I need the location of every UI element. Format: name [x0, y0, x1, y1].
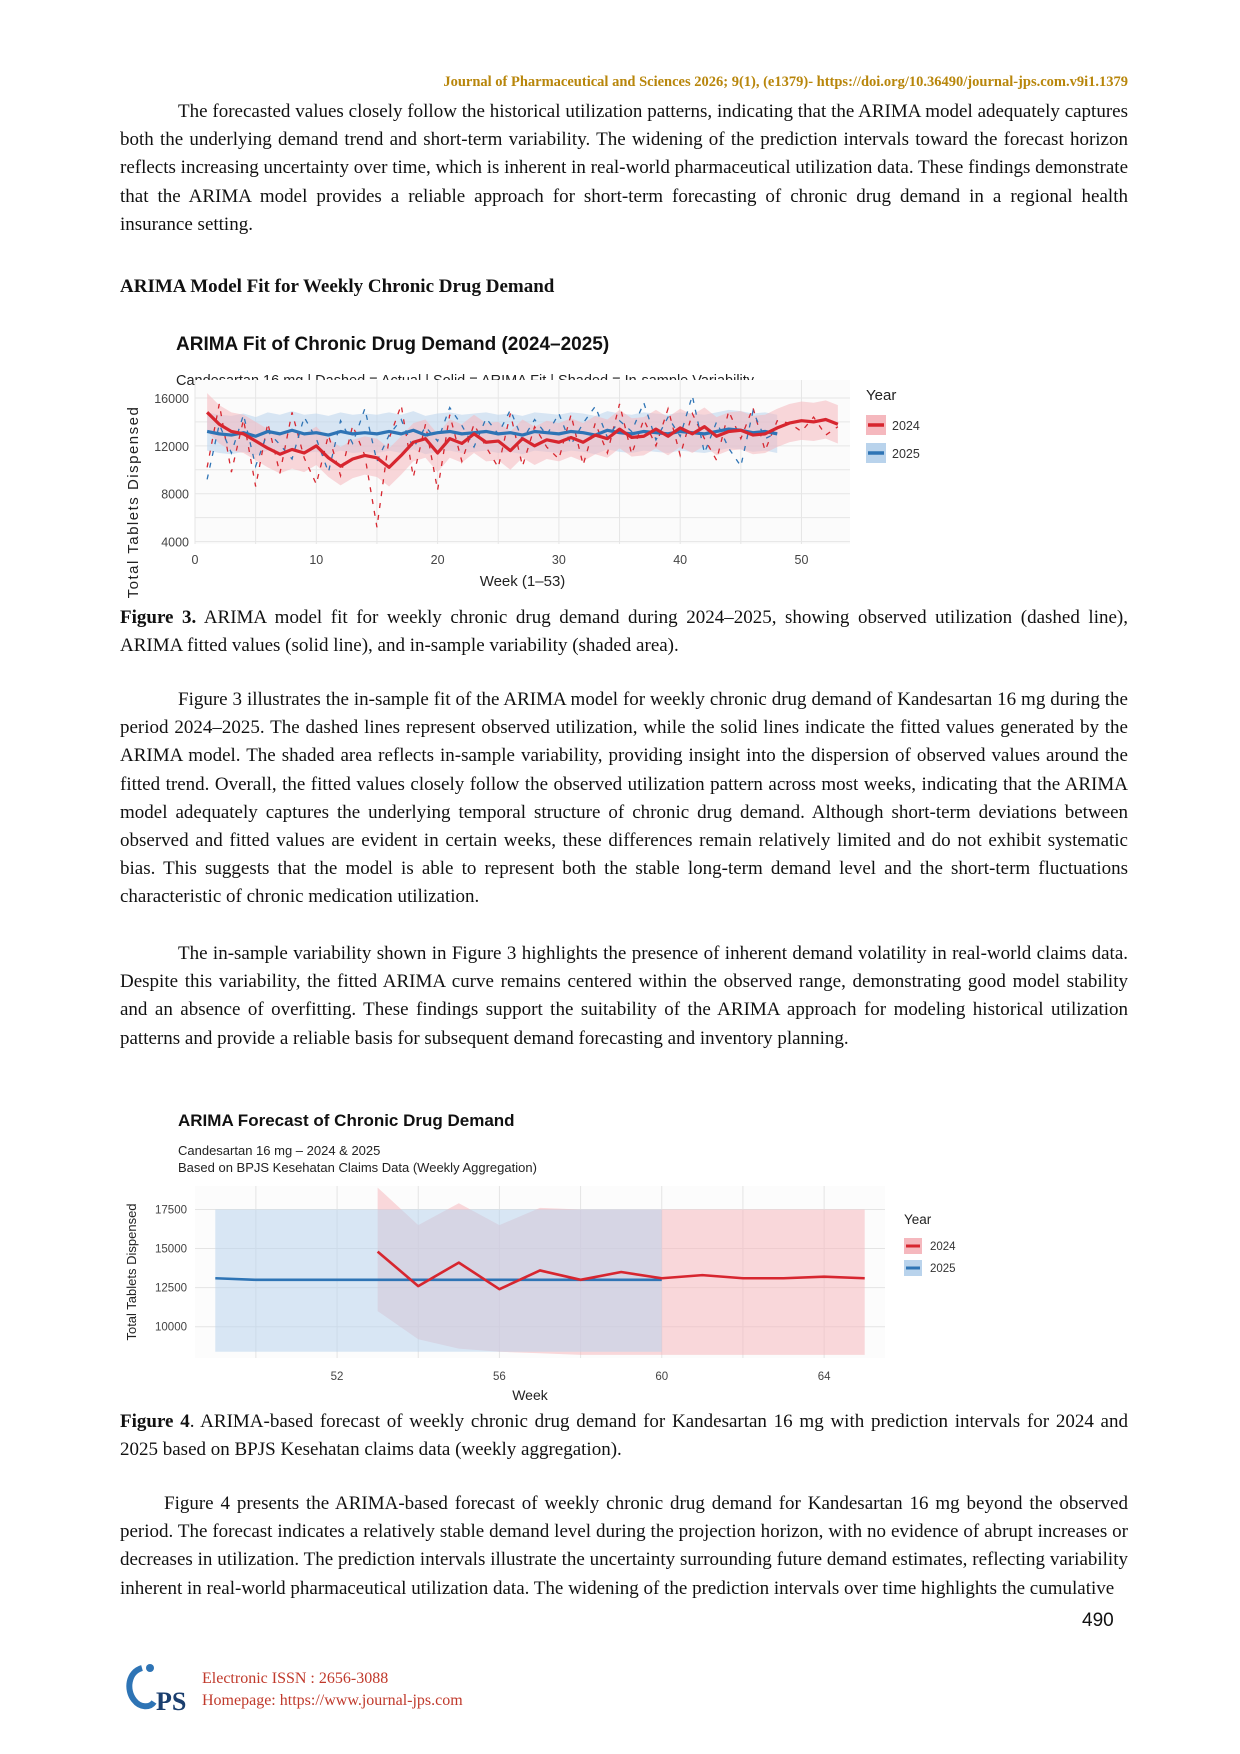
chart-subtitle: Candesartan 16 mg – 2024 & 2025 [178, 1143, 380, 1158]
y-tick-label: 8000 [161, 488, 189, 502]
chart-title: ARIMA Fit of Chronic Drug Demand (2024–2… [176, 334, 609, 355]
figure-3-arima-fit-chart: ARIMA Fit of Chronic Drug Demand (2024–2… [125, 334, 920, 599]
y-tick-label: 16000 [154, 392, 189, 406]
figure-4-label: Figure 4 [120, 1411, 190, 1432]
section-heading: ARIMA Model Fit for Weekly Chronic Drug … [120, 276, 555, 297]
x-axis-label: Week [512, 1387, 549, 1403]
x-tick-label: 52 [331, 1371, 344, 1383]
figure-4-arima-forecast-chart: ARIMA Forecast of Chronic Drug Demand Can… [124, 1111, 956, 1403]
x-tick-label: 64 [818, 1371, 831, 1383]
x-tick-label: 10 [309, 553, 323, 567]
figure-3-label: Figure 3. [120, 607, 197, 628]
figure-3-caption: Figure 3. ARIMA model fit for weekly chr… [120, 604, 1128, 660]
y-tick-label: 15000 [155, 1244, 187, 1256]
x-tick-label: 56 [493, 1371, 506, 1383]
paragraph-figure-4-description: Figure 4 presents the ARIMA-based foreca… [120, 1493, 1128, 1599]
paragraph-in-sample-variability: The in-sample variability shown in Figur… [120, 943, 1128, 1049]
fit-line-2024 [206, 411, 839, 469]
legend-label-2024: 2024 [892, 419, 920, 433]
journal-header: Journal of Pharmaceutical and Sciences 2… [443, 74, 1128, 90]
legend-title: Year [904, 1212, 932, 1227]
chart-title: ARIMA Forecast of Chronic Drug Demand [178, 1111, 515, 1130]
x-tick-label: 40 [673, 553, 687, 567]
y-tick-label: 10000 [155, 1322, 187, 1334]
legend-label-2025: 2025 [930, 1263, 956, 1275]
y-tick-label: 12500 [155, 1283, 187, 1295]
figure-3-caption-text: ARIMA model fit for weekly chronic drug … [120, 607, 1128, 656]
y-axis-label: Total Tablets Dispensed [125, 406, 142, 599]
page-number: 490 [1082, 1610, 1114, 1631]
x-tick-label: 60 [655, 1371, 668, 1383]
footer-homepage-link[interactable]: Homepage: https://www.journal-jps.com [202, 1692, 463, 1709]
y-tick-label: 17500 [155, 1204, 187, 1216]
legend-label-2024: 2024 [930, 1241, 956, 1253]
paragraph-figure-3-description: Figure 3 illustrates the in-sample fit o… [120, 689, 1128, 908]
footer: PS Electronic ISSN : 2656-3088 Homepage:… [120, 1660, 620, 1720]
svg-text:PS: PS [156, 1687, 186, 1716]
journal-logo-icon: PS [126, 1664, 186, 1716]
actual-line-2025 [206, 395, 778, 480]
x-tick-label: 50 [795, 553, 809, 567]
x-tick-label: 0 [192, 553, 199, 567]
x-tick-label: 20 [431, 553, 445, 567]
paragraph-forecast-summary: The forecasted values closely follow the… [120, 101, 1128, 235]
forecast-line-2024 [376, 1250, 865, 1291]
figure-4-caption: Figure 4. ARIMA-based forecast of weekly… [120, 1408, 1128, 1464]
legend-label-2025: 2025 [892, 447, 920, 461]
y-tick-label: 4000 [161, 536, 189, 550]
y-tick-label: 12000 [154, 440, 189, 454]
x-axis-label: Week (1–53) [480, 573, 566, 590]
footer-issn: Electronic ISSN : 2656-3088 [202, 1670, 389, 1687]
fit-line-2025 [206, 427, 778, 438]
x-tick-label: 30 [552, 553, 566, 567]
figure-4-caption-text: . ARIMA-based forecast of weekly chronic… [120, 1411, 1128, 1460]
legend-title: Year [866, 387, 896, 404]
y-axis-label: Total Tablets Dispensed [124, 1203, 139, 1340]
chart-subtitle-2: Based on BPJS Kesehatan Claims Data (Wee… [178, 1160, 537, 1175]
